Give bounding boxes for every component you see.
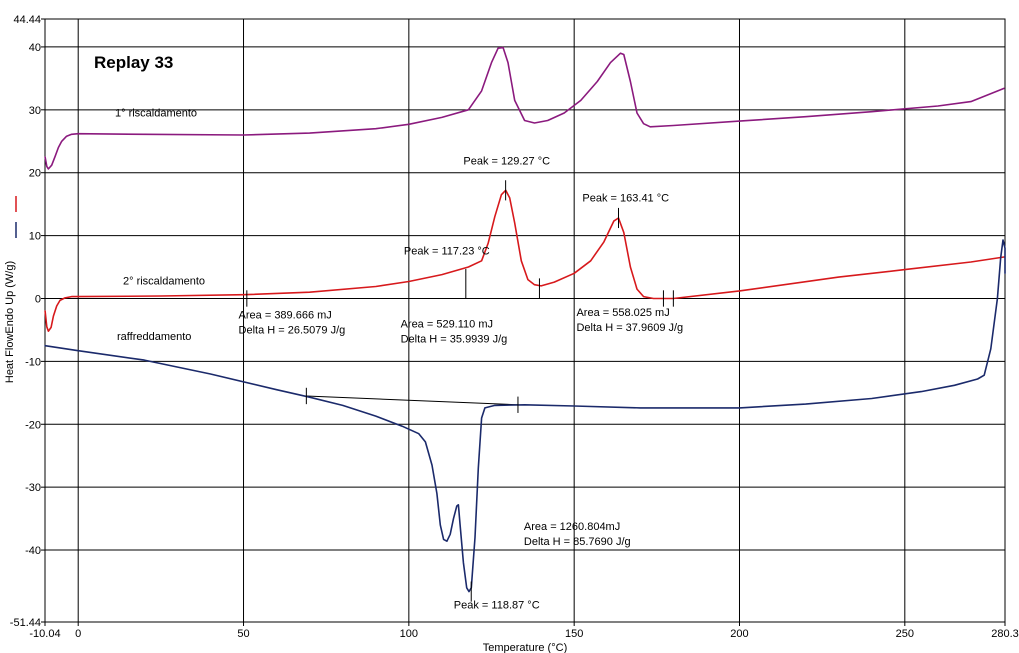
- x-tick-label: 100: [400, 628, 418, 640]
- y-tick-label: 10: [29, 231, 41, 243]
- annotation-text: 2° riscaldamento: [123, 276, 205, 288]
- x-tick-label: 50: [237, 628, 249, 640]
- y-tick-label: 44.44: [13, 14, 41, 26]
- annotations: 1° riscaldamento 2° riscaldamento raffredd…: [115, 108, 683, 612]
- annotation-text: Area = 1260.804mJ: [524, 521, 620, 533]
- series-line-2: [44, 239, 1006, 593]
- x-tick-label: 280.3: [991, 628, 1019, 640]
- y-tick-label: -20: [25, 419, 41, 431]
- x-tick-label: 150: [565, 628, 583, 640]
- tick-labels: -10.04 0 50 100 150 200 250 280.344.44403020100…: [10, 14, 1019, 640]
- y-tick-label: 30: [29, 105, 41, 117]
- annotation-text: Area = 558.025 mJ: [576, 307, 669, 319]
- annotation-text: Delta H = 37.9609 J/g: [576, 322, 683, 334]
- y-tick-label: 0: [35, 293, 41, 305]
- annotation-text: 1° riscaldamento: [115, 108, 197, 120]
- x-tick-label: 250: [896, 628, 914, 640]
- annotation-text: Peak = 129.27 °C: [463, 156, 550, 168]
- annotation-text: Area = 389.666 mJ: [239, 310, 332, 322]
- annotation-text: raffreddamento: [117, 331, 191, 343]
- gridlines: [45, 19, 1005, 622]
- y-tick-label: -10: [25, 356, 41, 368]
- y-tick-label: -40: [25, 545, 41, 557]
- x-axis-title: Temperature (°C): [483, 642, 567, 653]
- x-tick-label: 0: [75, 628, 81, 640]
- annotation-text: Peak = 117.23 °C: [404, 245, 490, 257]
- annotation-text: Delta H = 35.9939 J/g: [401, 334, 508, 346]
- baseline-1: [306, 395, 519, 406]
- y-tick-label: -30: [25, 482, 41, 494]
- annotation-text: Delta H = 26.5079 J/g: [239, 325, 346, 337]
- annotation-text: Delta H = 85.7690 J/g: [524, 536, 631, 548]
- baselines: [246, 298, 674, 406]
- annotation-text: Peak = 118.87 °C: [454, 600, 540, 612]
- y-tick-label: 40: [29, 42, 41, 54]
- x-tick-label: 200: [730, 628, 748, 640]
- annotation-text: Peak = 163.41 °C: [582, 193, 669, 205]
- series-line-0: [44, 46, 1005, 170]
- y-axis-title: Heat FlowEndo Up (W/g): [4, 261, 16, 383]
- series-lines: [44, 46, 1006, 593]
- annotation-text: Area = 529.110 mJ: [401, 318, 493, 330]
- markers: [246, 180, 674, 602]
- chart-title: Replay 33: [94, 53, 173, 72]
- x-tick-label: -10.04: [29, 628, 60, 640]
- y-tick-label: -51.44: [10, 617, 41, 629]
- plot-frame: [44, 18, 1006, 623]
- y-tick-label: 20: [29, 168, 41, 180]
- series-line-1: [44, 189, 1005, 332]
